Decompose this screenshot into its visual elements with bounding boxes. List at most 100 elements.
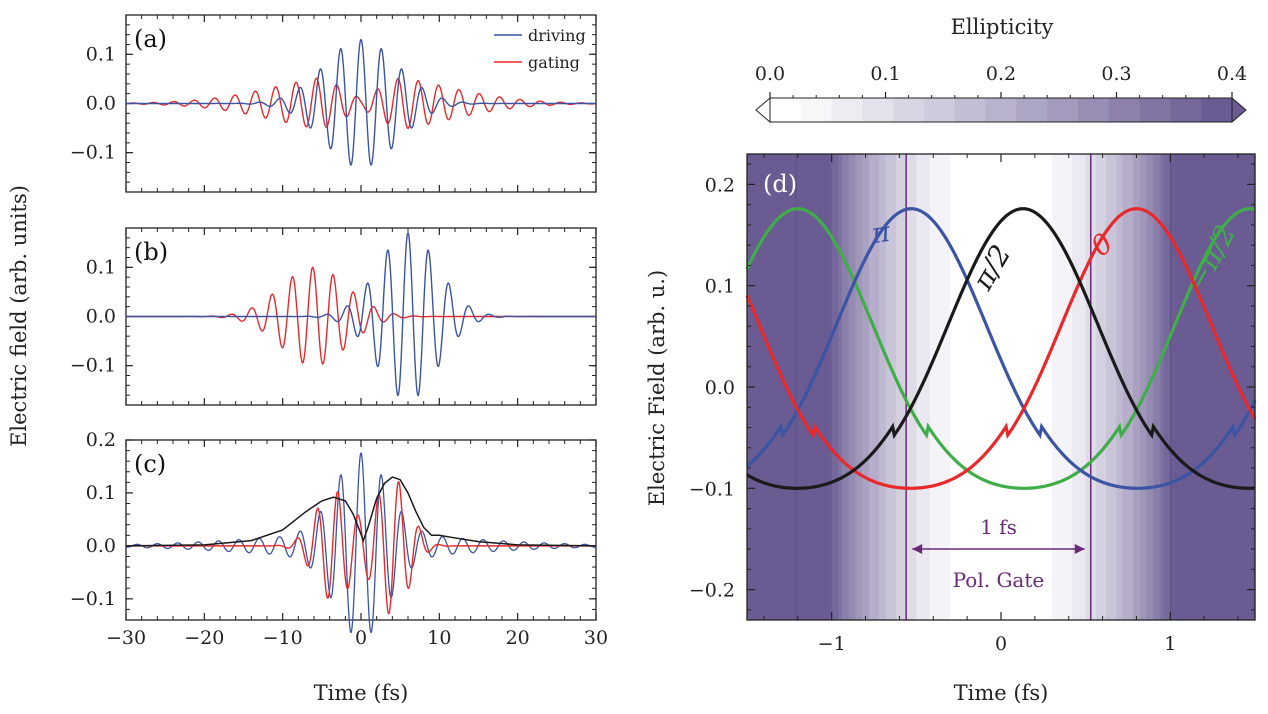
left-x-axis-label: Time (fs) xyxy=(314,681,409,705)
ellipticity-band xyxy=(1224,154,1229,620)
ellipticity-band xyxy=(1221,154,1226,620)
gate-width-label: 1 fs xyxy=(980,515,1017,539)
ellipticity-band xyxy=(760,154,765,620)
colorbar-level xyxy=(831,98,863,122)
ellipticity-band xyxy=(943,154,948,620)
series-gating xyxy=(126,266,596,365)
ellipticity-band xyxy=(1109,154,1114,620)
ellipticity-band xyxy=(1099,154,1104,620)
ellipticity-band xyxy=(902,154,907,620)
ellipticity-band xyxy=(1119,154,1124,620)
y-tick-label: −0.2 xyxy=(689,580,735,602)
ellipticity-band xyxy=(956,154,961,620)
colorbar-extend-high xyxy=(1231,96,1247,124)
panel-label: (b) xyxy=(134,238,168,266)
ellipticity-band xyxy=(814,154,819,620)
colorbar-level xyxy=(800,98,833,122)
ellipticity-band xyxy=(1095,154,1100,620)
colorbar-level xyxy=(862,98,894,122)
ellipticity-band xyxy=(753,154,758,620)
ellipticity-band xyxy=(1045,154,1050,620)
ellipticity-band xyxy=(879,154,884,620)
ellipticity-band xyxy=(1085,154,1090,620)
ellipticity-band xyxy=(1200,154,1205,620)
colorbar-level xyxy=(893,98,925,122)
x-tick-label: 0 xyxy=(355,627,367,649)
ellipticity-band xyxy=(1143,154,1148,620)
ellipticity-band xyxy=(1075,154,1080,620)
y-tick-label: 0.0 xyxy=(86,93,116,115)
colorbar-level xyxy=(1108,98,1141,122)
ellipticity-band xyxy=(787,154,792,620)
ellipticity-band xyxy=(1004,154,1009,620)
panel-b: −0.1 0.0 0.1 (b) xyxy=(70,227,597,406)
x-tick-label: −1 xyxy=(818,633,846,655)
x-tick-label: 10 xyxy=(427,627,451,649)
ellipticity-band xyxy=(818,154,823,620)
ellipticity-band xyxy=(1017,154,1022,620)
series-blue-curve xyxy=(745,207,1257,490)
ellipticity-band xyxy=(848,154,853,620)
ellipticity-band xyxy=(1136,154,1141,620)
colorbar-level xyxy=(985,98,1017,122)
ellipticity-band xyxy=(1055,154,1060,620)
ellipticity-band xyxy=(835,154,840,620)
ellipticity-band xyxy=(865,154,870,620)
y-tick-label: 0.2 xyxy=(705,174,735,196)
x-tick-label: 1 xyxy=(1164,633,1176,655)
x-tick-label: −10 xyxy=(263,627,303,649)
ellipticity-band xyxy=(767,154,772,620)
ellipticity-band xyxy=(984,154,989,620)
colorbar-label: Ellipticity xyxy=(951,15,1054,39)
ellipticity-band xyxy=(1241,154,1246,620)
ellipticity-band xyxy=(1139,154,1144,620)
ellipticity-band xyxy=(1183,154,1188,620)
ellipticity-band xyxy=(926,154,931,620)
colorbar: 0.0 0.1 0.2 0.3 0.4 xyxy=(755,63,1247,124)
y-tick-label: 0.1 xyxy=(705,276,735,298)
series-envelope xyxy=(125,476,597,547)
panel-label: (d) xyxy=(763,170,797,198)
colorbar-level xyxy=(1170,98,1202,122)
x-tick-label: 30 xyxy=(584,627,608,649)
colorbar-tick-label: 0.4 xyxy=(1217,63,1247,85)
ellipticity-band xyxy=(1112,154,1117,620)
series-green-curve xyxy=(745,207,1256,490)
ellipticity-band xyxy=(1187,154,1192,620)
y-tick-label: −0.1 xyxy=(70,142,116,164)
ellipticity-band xyxy=(936,154,941,620)
y-tick-label: 0.1 xyxy=(86,482,116,504)
colorbar-tick-label: 0.1 xyxy=(870,63,900,85)
ellipticity-band xyxy=(1177,154,1182,620)
ellipticity-band xyxy=(801,154,806,620)
ellipticity-band xyxy=(1048,154,1053,620)
colorbar-level xyxy=(770,98,802,122)
ellipticity-band xyxy=(923,154,928,620)
ellipticity-band xyxy=(1129,154,1134,620)
series-gating xyxy=(125,77,596,130)
ellipticity-band xyxy=(1007,154,1012,620)
y-tick-label: 0.0 xyxy=(705,377,735,399)
y-tick-label: −0.1 xyxy=(689,478,735,500)
ellipticity-band xyxy=(1061,154,1066,620)
gate-arrowhead-left xyxy=(912,544,923,554)
ellipticity-band xyxy=(763,154,768,620)
colorbar-tick-label: 0.0 xyxy=(755,63,785,85)
ellipticity-band xyxy=(933,154,938,620)
y-tick-label: −0.1 xyxy=(70,588,116,610)
ellipticity-band xyxy=(973,154,978,620)
ellipticity-band xyxy=(1116,154,1121,620)
ellipticity-band xyxy=(1180,154,1185,620)
ellipticity-band xyxy=(909,154,914,620)
ellipticity-band xyxy=(994,154,999,620)
ellipticity-band xyxy=(875,154,880,620)
series-driving xyxy=(126,38,596,166)
y-tick-label: 0.1 xyxy=(86,256,116,278)
ellipticity-band xyxy=(777,154,782,620)
ellipticity-band xyxy=(797,154,802,620)
ellipticity-band xyxy=(970,154,975,620)
ellipticity-band xyxy=(1051,154,1056,620)
ellipticity-band xyxy=(950,154,955,620)
y-tick-label: 0.0 xyxy=(86,535,116,557)
ellipticity-band xyxy=(1173,154,1178,620)
